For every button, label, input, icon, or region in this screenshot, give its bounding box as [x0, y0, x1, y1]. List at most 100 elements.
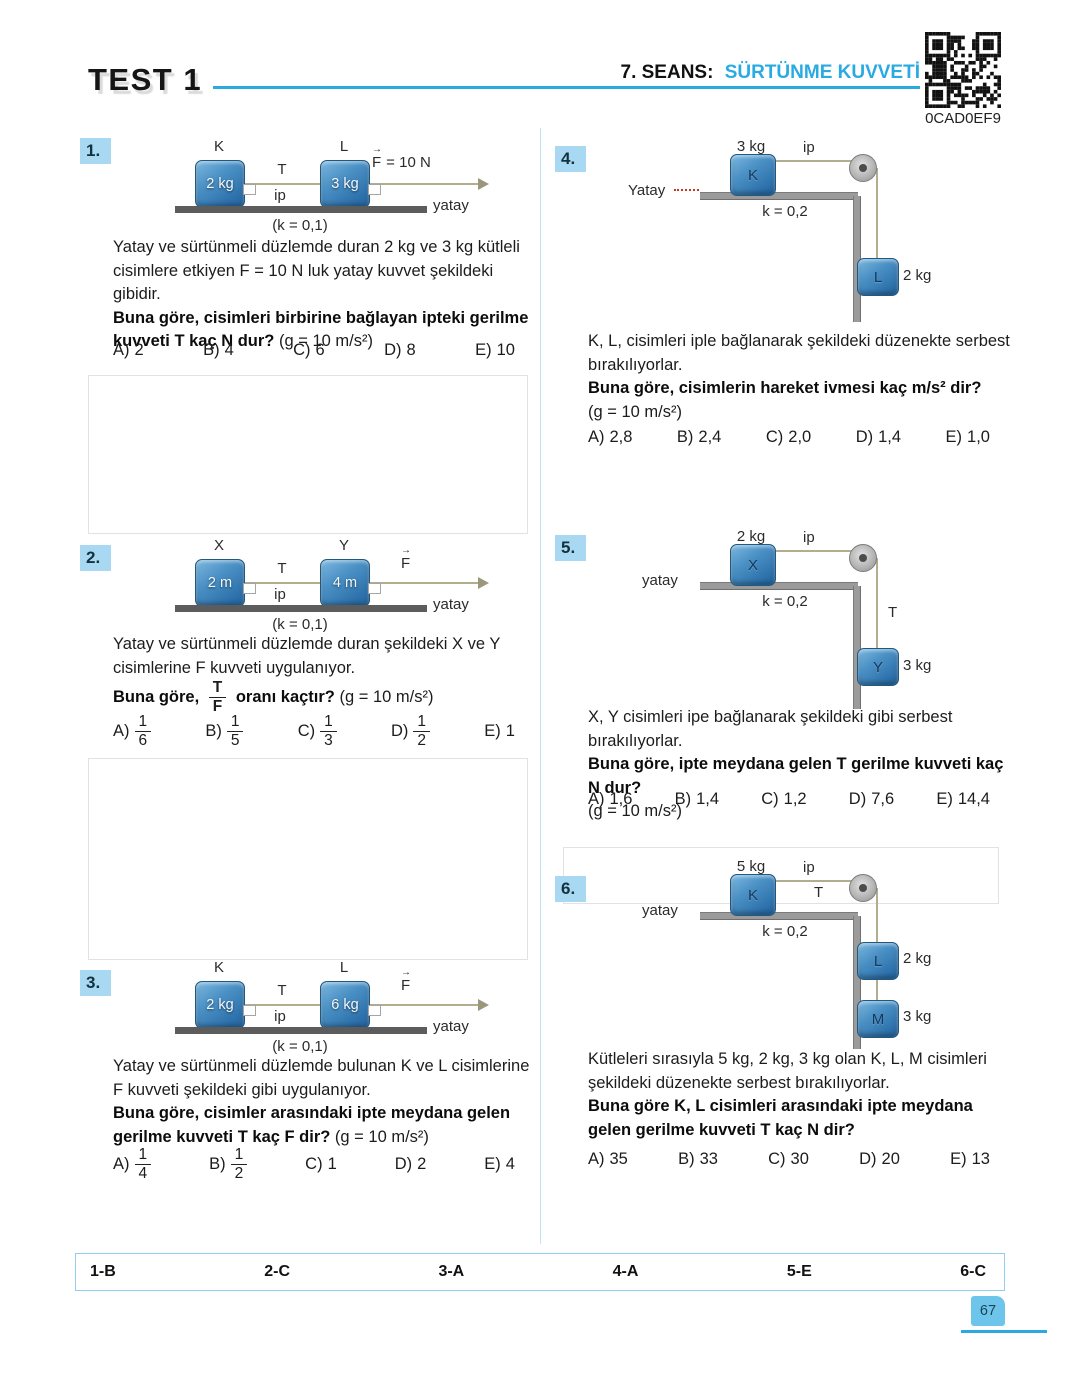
choice-e: E) 13	[950, 1150, 990, 1168]
tension-label: T	[814, 884, 824, 901]
block-m-letter: M	[871, 1010, 885, 1028]
rope	[876, 168, 878, 260]
question-number-badge: 2.	[80, 545, 111, 571]
session-heading: 7. SEANS: SÜRTÜNME KUVVETİ	[621, 62, 921, 84]
block-x-mass: 2 kg	[736, 528, 766, 545]
workspace-box	[88, 758, 528, 960]
q4-diagram: 3 kg ip K Yatay k = 0,2 L 2 kg	[570, 138, 1005, 333]
block-l-mass: 2 kg	[903, 267, 932, 284]
surface-pointer-dots	[674, 189, 699, 191]
table-surface	[700, 912, 858, 920]
q2-choices: A) 1 6 B) 1 5 C) 1 3 D) 1 2 E) 1	[113, 713, 515, 750]
rope-hook	[243, 583, 256, 594]
answer-key-item: 1-B	[90, 1263, 116, 1280]
block-l-name: L	[339, 138, 349, 155]
rope-label: ip	[274, 1008, 286, 1025]
block-x-letter: X	[747, 556, 758, 574]
force-arrow	[368, 582, 480, 584]
choice-d: D) 1,4	[855, 428, 902, 446]
pulley-axle	[859, 554, 867, 562]
choice-b: B) 4	[203, 341, 234, 359]
session-topic: SÜRTÜNME KUVVETİ	[724, 62, 920, 83]
q1-diagram: K L T ip 2 kg 3 kg F= 10 N yatay (k = 0,…	[95, 138, 530, 239]
choice-a: A) 2,8	[588, 428, 633, 446]
q6-choices: A) 35 B) 33 C) 30 D) 20 E) 13	[588, 1150, 990, 1169]
answer-key-item: 2-C	[264, 1263, 290, 1280]
choice-d: D) 2	[394, 1155, 427, 1174]
force-label: F	[401, 546, 415, 572]
block-k: K	[730, 874, 776, 916]
choice-e: E) 14,4	[936, 790, 990, 808]
qr-code-icon	[925, 32, 1001, 108]
pulley-axle	[859, 164, 867, 172]
table-leg	[853, 916, 861, 1049]
q5-diagram: 2 kg ip X yatay k = 0,2 T Y 3 kg	[570, 528, 1005, 723]
tension-label: T	[277, 982, 287, 999]
table-leg	[853, 586, 861, 709]
question-number-badge: 5.	[555, 535, 586, 561]
q3-diagram: K L T ip 2 kg 6 kg F yatay (k = 0,1)	[95, 959, 530, 1060]
choice-b: B) 33	[678, 1150, 718, 1168]
block-k: K	[730, 154, 776, 196]
block-y: Y	[857, 648, 899, 686]
force-arrow	[368, 1004, 480, 1006]
force-label: F	[401, 968, 415, 994]
workspace-box	[88, 375, 528, 534]
block-k-name: K	[213, 138, 224, 155]
friction-coefficient-label: (k = 0,1)	[272, 1038, 328, 1055]
question-2: 2. X Y T ip 2 m 4 m F yatay (k = 0,1) Ya…	[75, 537, 535, 958]
block-l-letter: L	[873, 952, 883, 970]
choice-b: B) 2,4	[676, 428, 722, 446]
choice-a: A) 2	[113, 341, 144, 359]
choice-d: D) 8	[384, 341, 416, 359]
friction-coefficient-label: (k = 0,1)	[272, 616, 328, 633]
test-title: TEST 1	[84, 60, 229, 104]
surface-label: yatay	[433, 1018, 469, 1035]
rope-label: ip	[274, 586, 286, 603]
q5-choices: A) 1,6 B) 1,4 C) 1,2 D) 7,6 E) 14,4	[588, 790, 990, 809]
rope-label: ip	[803, 139, 815, 156]
ground-surface	[175, 605, 427, 612]
choice-a: A) 1,6	[588, 790, 633, 808]
answer-key-item: 4-A	[612, 1263, 639, 1280]
q3-text: Yatay ve sürtünmeli düzlemde bulunan K v…	[113, 1057, 530, 1146]
choice-c: C) 1 3	[298, 713, 337, 750]
rope	[772, 160, 867, 162]
q1-choices: A) 2 B) 4 C) 6 D) 8 E) 10	[113, 341, 515, 360]
block-l-mass: 3 kg	[331, 176, 359, 192]
choice-d: D) 1 2	[391, 713, 431, 750]
block-k-letter: K	[747, 886, 758, 904]
q4-text: K, L, cisimleri iple bağlanarak şekildek…	[588, 332, 1010, 421]
question-number-badge: 6.	[555, 876, 586, 902]
choice-a: A) 35	[588, 1150, 628, 1168]
surface-label: yatay	[642, 572, 678, 589]
rope-hook	[368, 184, 381, 195]
choice-c: C) 30	[768, 1150, 809, 1168]
footer-accent-line	[961, 1330, 1047, 1333]
block-m-mass: 3 kg	[903, 1008, 932, 1025]
rope	[243, 1004, 320, 1006]
rope	[772, 880, 867, 882]
choice-a: A) 1 4	[113, 1146, 152, 1183]
force-arrowhead-icon	[478, 577, 489, 589]
rope	[876, 558, 878, 650]
session-label: 7. SEANS:	[620, 62, 714, 83]
block-k-letter: K	[747, 166, 758, 184]
question-number-badge: 3.	[80, 970, 111, 996]
block-k: 2 kg	[195, 160, 245, 208]
question-3: 3. K L T ip 2 kg 6 kg F yatay (k = 0,1) …	[75, 959, 535, 1242]
choice-c: C) 6	[293, 341, 325, 359]
page-number: 67	[971, 1296, 1005, 1326]
question-5: 5. 2 kg ip X yatay k = 0,2 T Y 3 kg X, Y…	[550, 528, 1015, 848]
question-1: 1. K L T ip 2 kg 3 kg F= 10 N yatay (k =…	[75, 136, 535, 536]
answer-key-item: 6-C	[960, 1263, 986, 1280]
block-l-letter: L	[873, 268, 883, 286]
block-y-letter: Y	[872, 658, 883, 676]
table-surface	[700, 192, 858, 200]
question-number-badge: 4.	[555, 146, 586, 172]
block-l: L	[857, 942, 899, 980]
block-k-mass: 2 kg	[206, 176, 234, 192]
answer-key-bar: 1-B 2-C 3-A 4-A 5-E 6-C	[75, 1253, 1005, 1291]
